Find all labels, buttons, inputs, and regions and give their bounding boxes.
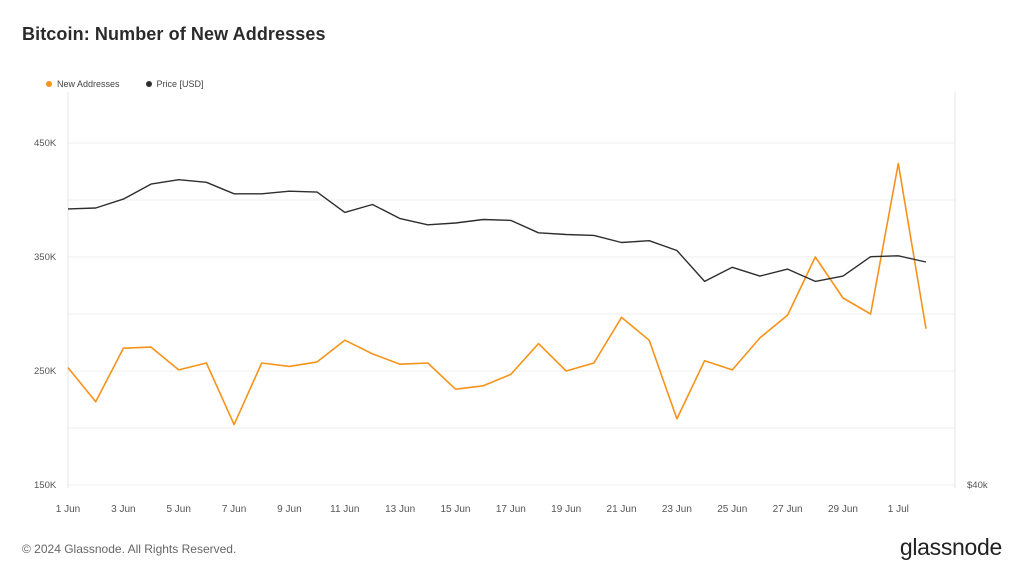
data-point-price[interactable] — [564, 232, 568, 236]
data-point-price[interactable] — [647, 239, 651, 243]
series-line-price[interactable] — [67, 178, 927, 283]
data-point-price[interactable] — [232, 192, 236, 196]
legend-label-new-addresses: New Addresses — [57, 79, 120, 89]
x-tick-label: 21 Jun — [607, 504, 637, 515]
x-tick-label: 27 Jun — [773, 504, 803, 515]
legend-dot-new-addresses — [46, 81, 52, 87]
x-tick-label: 1 Jun — [56, 504, 80, 515]
data-point-new-addresses[interactable] — [896, 161, 900, 165]
data-point-price[interactable] — [896, 254, 900, 258]
data-point-price[interactable] — [730, 265, 734, 269]
data-point-price[interactable] — [702, 279, 706, 283]
data-point-new-addresses[interactable] — [453, 387, 457, 391]
data-point-price[interactable] — [426, 223, 430, 227]
data-point-price[interactable] — [121, 197, 125, 201]
data-point-new-addresses[interactable] — [509, 372, 513, 376]
x-tick-label: 19 Jun — [551, 504, 581, 515]
data-point-price[interactable] — [315, 190, 319, 194]
data-point-price[interactable] — [841, 274, 845, 278]
y-left-tick-label: 350K — [34, 252, 57, 263]
data-point-price[interactable] — [868, 255, 872, 259]
data-point-new-addresses[interactable] — [564, 369, 568, 373]
data-point-price[interactable] — [536, 231, 540, 235]
data-point-new-addresses[interactable] — [730, 368, 734, 372]
data-point-price[interactable] — [924, 260, 928, 264]
data-point-new-addresses[interactable] — [149, 345, 153, 349]
data-point-new-addresses[interactable] — [702, 359, 706, 363]
data-point-price[interactable] — [204, 180, 208, 184]
data-point-new-addresses[interactable] — [536, 341, 540, 345]
x-tick-label: 5 Jun — [166, 504, 190, 515]
legend-item-price[interactable]: Price [USD] — [145, 79, 204, 89]
data-point-price[interactable] — [287, 189, 291, 193]
data-point-price[interactable] — [66, 207, 70, 211]
data-point-price[interactable] — [813, 279, 817, 283]
chart-title: Bitcoin: Number of New Addresses — [22, 24, 326, 44]
data-point-new-addresses[interactable] — [66, 365, 70, 369]
data-point-new-addresses[interactable] — [868, 312, 872, 316]
x-tick-label: 15 Jun — [440, 504, 470, 515]
data-point-new-addresses[interactable] — [647, 338, 651, 342]
data-point-new-addresses[interactable] — [592, 361, 596, 365]
data-point-new-addresses[interactable] — [343, 338, 347, 342]
data-point-price[interactable] — [343, 210, 347, 214]
data-point-new-addresses[interactable] — [315, 360, 319, 364]
copyright-text: © 2024 Glassnode. All Rights Reserved. — [22, 542, 237, 556]
x-tick-label: 29 Jun — [828, 504, 858, 515]
data-point-new-addresses[interactable] — [758, 336, 762, 340]
x-tick-label: 25 Jun — [717, 504, 747, 515]
data-point-new-addresses[interactable] — [675, 417, 679, 421]
data-point-new-addresses[interactable] — [94, 400, 98, 404]
legend-item-new-addresses[interactable]: New Addresses — [46, 79, 120, 89]
legend-label-price: Price [USD] — [156, 79, 204, 89]
data-point-new-addresses[interactable] — [426, 361, 430, 365]
data-point-price[interactable] — [94, 206, 98, 210]
data-point-new-addresses[interactable] — [481, 384, 485, 388]
y-right-tick-label: $40k — [967, 480, 988, 491]
data-point-new-addresses[interactable] — [370, 352, 374, 356]
data-point-new-addresses[interactable] — [232, 422, 236, 426]
data-point-new-addresses[interactable] — [260, 361, 264, 365]
data-point-price[interactable] — [260, 192, 264, 196]
data-point-new-addresses[interactable] — [287, 364, 291, 368]
data-point-new-addresses[interactable] — [924, 327, 928, 331]
data-point-price[interactable] — [785, 267, 789, 271]
series-line-new-addresses[interactable] — [67, 162, 927, 426]
data-point-price[interactable] — [177, 178, 181, 182]
x-tick-label: 17 Jun — [496, 504, 526, 515]
data-point-price[interactable] — [453, 221, 457, 225]
brand-logo: glassnode — [899, 534, 1002, 560]
data-point-new-addresses[interactable] — [813, 255, 817, 259]
data-point-price[interactable] — [481, 217, 485, 221]
data-point-new-addresses[interactable] — [619, 315, 623, 319]
chart-legend: New Addresses Price [USD] — [46, 79, 204, 89]
data-point-new-addresses[interactable] — [841, 296, 845, 300]
data-point-new-addresses[interactable] — [204, 361, 208, 365]
data-point-price[interactable] — [509, 218, 513, 222]
x-tick-label: 11 Jun — [330, 504, 359, 515]
data-point-new-addresses[interactable] — [785, 313, 789, 317]
y-left-tick-label: 250K — [34, 366, 57, 377]
data-point-price[interactable] — [370, 202, 374, 206]
x-tick-label: 7 Jun — [222, 504, 246, 515]
data-point-new-addresses[interactable] — [121, 346, 125, 350]
data-point-new-addresses[interactable] — [177, 368, 181, 372]
data-point-price[interactable] — [619, 240, 623, 244]
x-tick-label: 1 Jul — [888, 504, 909, 515]
y-left-tick-label: 450K — [34, 138, 57, 149]
x-tick-label: 9 Jun — [277, 504, 301, 515]
data-point-price[interactable] — [149, 182, 153, 186]
data-point-price[interactable] — [675, 248, 679, 252]
data-point-price[interactable] — [398, 216, 402, 220]
data-point-price[interactable] — [758, 274, 762, 278]
x-tick-label: 13 Jun — [385, 504, 415, 515]
data-point-price[interactable] — [592, 233, 596, 237]
x-tick-label: 23 Jun — [662, 504, 692, 515]
x-tick-label: 3 Jun — [111, 504, 135, 515]
legend-dot-price — [145, 81, 152, 87]
y-left-tick-label: 150K — [34, 480, 57, 491]
data-point-new-addresses[interactable] — [398, 362, 402, 366]
